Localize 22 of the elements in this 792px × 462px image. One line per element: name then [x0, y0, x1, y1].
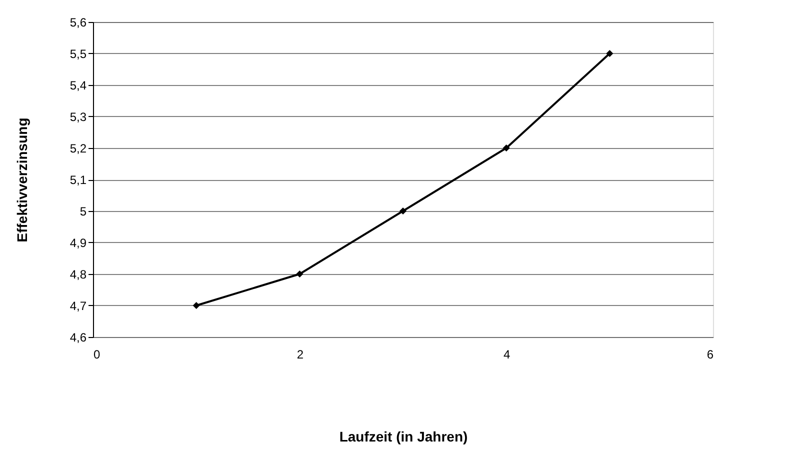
y-tick-label: 5,3: [70, 110, 87, 124]
y-tick-label: 5: [80, 204, 87, 218]
x-tick-label: 0: [94, 348, 100, 362]
x-tick-label: 4: [503, 348, 510, 362]
y-tick-label: 5,2: [70, 142, 87, 156]
point: [399, 207, 407, 215]
point: [296, 270, 304, 278]
point: [502, 144, 510, 152]
y-tick-label: 4,6: [70, 330, 87, 344]
y-tick-label: 4,8: [70, 268, 87, 282]
y-tick-label: 5,4: [70, 78, 87, 92]
point: [606, 50, 614, 58]
x-axis-title: Laufzeit (in Jahren): [339, 428, 468, 444]
x-tick-label: 2: [296, 348, 304, 362]
x-tick-label: 6: [706, 348, 714, 362]
y-tick-label: 4,9: [70, 236, 87, 250]
y-tick-label: 4,7: [70, 299, 87, 313]
y-axis-title: Effektivverzinsung: [14, 118, 30, 242]
point: [192, 302, 200, 310]
y-tick-label: 5,6: [70, 16, 87, 30]
y-tick-label: 5,5: [70, 47, 87, 61]
y-tick-label: 5,1: [70, 173, 87, 187]
